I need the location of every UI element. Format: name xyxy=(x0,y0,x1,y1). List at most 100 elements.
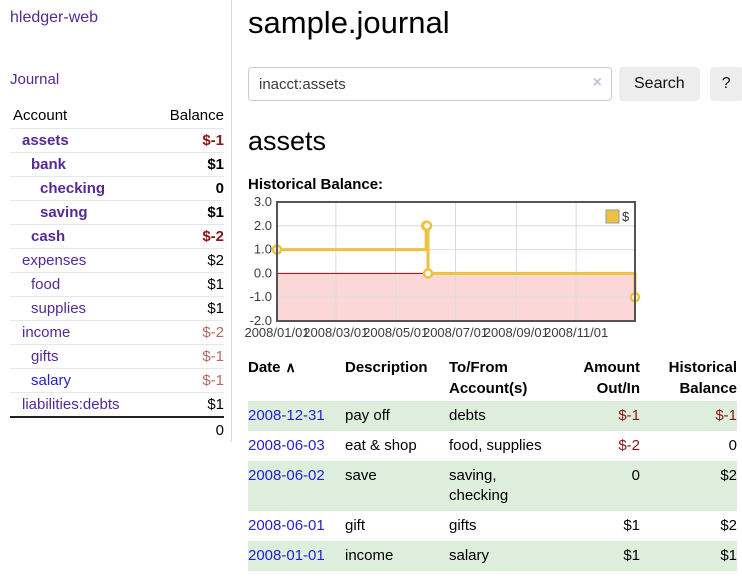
transaction-balance: $1 xyxy=(720,547,737,564)
account-heading: assets xyxy=(248,126,327,156)
account-link[interactable]: food xyxy=(31,276,61,293)
account-row: checking 0 xyxy=(10,176,224,201)
account-balance: $1 xyxy=(153,392,224,417)
transaction-row: 2008-01-01 income salary $1 $1 xyxy=(248,541,737,571)
account-row: salary $-1 xyxy=(10,368,224,393)
account-link[interactable]: liabilities:debts xyxy=(22,396,120,413)
transaction-amount: $1 xyxy=(623,517,640,534)
transaction-accounts: debts xyxy=(449,407,486,424)
transaction-row: 2008-06-02 save saving, checking 0 $2 xyxy=(248,461,737,511)
account-link[interactable]: cash xyxy=(31,228,66,245)
transactions-column-header: Description xyxy=(345,359,428,376)
svg-text:2008/11/01: 2008/11/01 xyxy=(544,325,608,340)
account-balance: $1 xyxy=(153,272,224,297)
main-content: sample.journal × Search ? assets Histori… xyxy=(244,0,742,571)
transaction-date-link[interactable]: 2008-01-01 xyxy=(248,547,325,564)
clear-search-icon[interactable]: × xyxy=(592,74,602,91)
transaction-balance: $2 xyxy=(720,467,737,484)
transactions-column-header: Amount Out/In xyxy=(583,359,640,397)
account-row: income $-2 xyxy=(10,320,224,345)
sort-ascending-icon[interactable]: ∧ xyxy=(285,359,296,375)
account-link[interactable]: expenses xyxy=(22,252,87,269)
transaction-accounts: saving, checking xyxy=(449,467,509,504)
account-balance: 0 xyxy=(153,176,224,201)
transactions-table: Date ∧ Description To/From Account(s) Amount O… xyxy=(248,355,737,571)
account-row: expenses $2 xyxy=(10,248,224,273)
svg-text:0.0: 0.0 xyxy=(254,265,272,280)
svg-text:2.0: 2.0 xyxy=(254,218,272,233)
transaction-amount: $-2 xyxy=(618,437,640,454)
sidebar-item-journal[interactable]: Journal xyxy=(10,71,60,88)
account-link[interactable]: assets xyxy=(22,132,69,149)
accounts-total-value: 0 xyxy=(10,416,224,443)
account-row: assets $-1 xyxy=(10,128,224,153)
chart-canvas: $3.0 2.0 1.0 0.0 -1.0 -2.02008/01/012008/03/0… xyxy=(244,194,641,340)
account-row: cash $-2 xyxy=(10,224,224,249)
account-row: gifts $-1 xyxy=(10,344,224,369)
transaction-row: 2008-12-31 pay off debts $-1 $-1 xyxy=(248,401,737,431)
account-link[interactable]: saving xyxy=(40,204,88,221)
account-row: supplies $1 xyxy=(10,296,224,321)
svg-text:2008/03/01: 2008/03/01 xyxy=(303,325,368,340)
transaction-amount: $1 xyxy=(623,547,640,564)
account-link[interactable]: gifts xyxy=(31,348,59,365)
transaction-balance: 0 xyxy=(728,437,737,454)
transaction-amount: $-1 xyxy=(618,407,640,424)
app-title-link[interactable]: hledger-web xyxy=(10,9,99,26)
accounts-table: Account Balance assets $-1 bank $1 checking 0… xyxy=(10,104,224,443)
transaction-accounts: salary xyxy=(449,547,490,564)
account-link[interactable]: supplies xyxy=(31,300,87,317)
transaction-date-link[interactable]: 2008-06-01 xyxy=(248,517,325,534)
account-balance: $2 xyxy=(153,248,224,273)
transactions-table-body: 2008-12-31 pay off debts $-1 $-1 2008-06-03 ea… xyxy=(248,401,737,571)
account-balance: $-2 xyxy=(153,320,224,345)
account-balance: $-1 xyxy=(153,128,224,153)
account-row: saving $1 xyxy=(10,200,224,225)
svg-text:-1.0: -1.0 xyxy=(250,289,272,304)
transaction-date-link[interactable]: 2008-06-03 xyxy=(248,437,325,454)
svg-text:2008/05/01: 2008/05/01 xyxy=(363,325,428,340)
accounts-header-balance: Balance xyxy=(169,107,224,124)
account-link[interactable]: salary xyxy=(31,372,72,389)
account-row: liabilities:debts $1 xyxy=(10,392,224,417)
transaction-row: 2008-06-01 gift gifts $1 $2 xyxy=(248,511,737,541)
account-balance: $-2 xyxy=(153,224,224,249)
svg-text:2008/01/01: 2008/01/01 xyxy=(244,325,309,340)
account-link[interactable]: bank xyxy=(31,156,67,173)
legend-swatch-icon xyxy=(605,209,620,224)
transaction-balance: $-1 xyxy=(715,407,737,424)
sidebar: hledger-web Journal Account Balance asse… xyxy=(0,0,232,443)
transaction-balance: $2 xyxy=(720,517,737,534)
search-help-button[interactable]: ? xyxy=(709,67,742,101)
accounts-header-account: Account xyxy=(13,107,68,124)
transactions-column-header: To/From Account(s) xyxy=(449,359,528,397)
transaction-accounts: food, supplies xyxy=(449,437,542,454)
transaction-accounts: gifts xyxy=(449,517,477,534)
svg-text:2008/09/01: 2008/09/01 xyxy=(484,325,549,340)
transaction-description: gift xyxy=(345,517,366,534)
legend-label: $ xyxy=(622,209,630,224)
svg-text:-2.0: -2.0 xyxy=(250,313,272,328)
svg-text:2008/07/01: 2008/07/01 xyxy=(423,325,488,340)
search-button[interactable]: Search xyxy=(619,67,700,101)
page-title: sample.journal xyxy=(248,5,450,40)
transactions-column-header: Historical Balance xyxy=(668,359,737,397)
account-balance: $1 xyxy=(153,200,224,225)
transaction-description: save xyxy=(345,467,377,484)
transaction-row: 2008-06-03 eat & shop food, supplies $-2 0 xyxy=(248,431,737,461)
search-input[interactable] xyxy=(248,67,612,101)
transaction-description: income xyxy=(345,547,394,564)
transactions-header-row: Date ∧ Description To/From Account(s) Amount O… xyxy=(248,355,737,401)
account-link[interactable]: income xyxy=(22,324,71,341)
chart-title: Historical Balance: xyxy=(248,176,384,193)
account-balance: $-1 xyxy=(153,368,224,393)
svg-text:3.0: 3.0 xyxy=(254,194,272,209)
historical-balance-chart: $3.0 2.0 1.0 0.0 -1.0 -2.0 2008/01/01 2008/03/0… xyxy=(244,194,742,343)
account-row: food $1 xyxy=(10,272,224,297)
account-link[interactable]: checking xyxy=(40,180,106,197)
transactions-column-header[interactable]: Date ∧ xyxy=(248,359,296,376)
transaction-date-link[interactable]: 2008-06-02 xyxy=(248,467,325,484)
account-balance: $1 xyxy=(153,152,224,177)
accounts-total-row: 0 xyxy=(10,416,224,443)
transaction-date-link[interactable]: 2008-12-31 xyxy=(248,407,325,424)
